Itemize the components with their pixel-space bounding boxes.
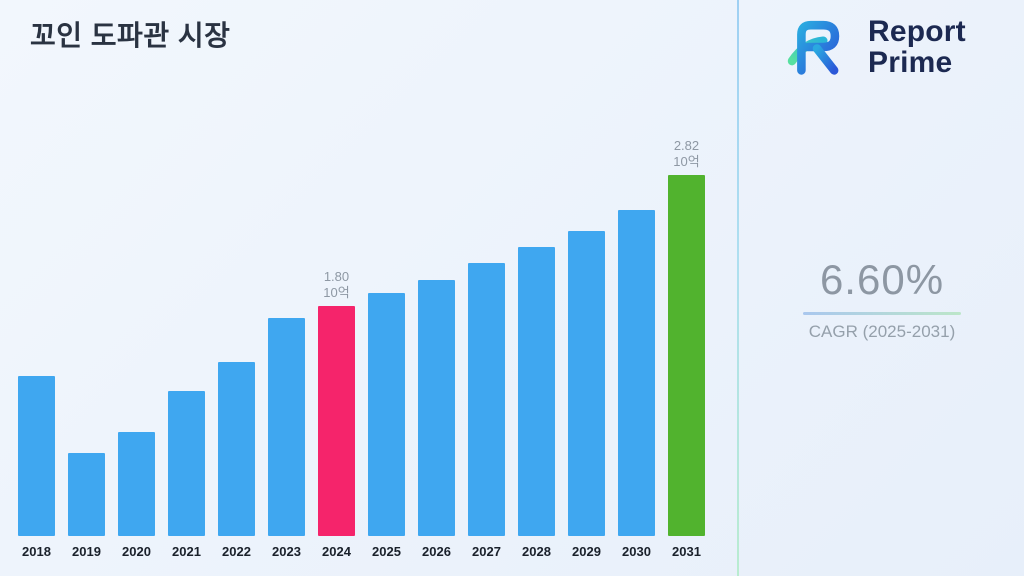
- bar-2022: [218, 362, 255, 536]
- x-axis-label: 2027: [472, 544, 501, 559]
- bars-row: 2018 2019 2020 2021 2022 2023 1.80 10억 2024 2025 2…: [18, 132, 718, 564]
- x-axis-label: 2024: [322, 544, 351, 559]
- bar-column: 1.80 10억 2024: [318, 269, 355, 565]
- x-axis-label: 2022: [222, 544, 251, 559]
- bar-column: 2020: [118, 432, 155, 564]
- bar-column: 2022: [218, 362, 255, 564]
- x-axis-label: 2030: [622, 544, 651, 559]
- report-prime-logo-icon: [787, 20, 840, 75]
- bar-value-label: 2.82 10억: [673, 137, 700, 169]
- x-axis-label: 2026: [422, 544, 451, 559]
- x-axis-label: 2020: [122, 544, 151, 559]
- x-axis-label: 2021: [172, 544, 201, 559]
- brand-name-line1: Report: [868, 14, 966, 48]
- bar-2020: [118, 432, 155, 536]
- bar-column: 2030: [618, 210, 655, 564]
- x-axis-label: 2019: [72, 544, 101, 559]
- x-axis-label: 2025: [372, 544, 401, 559]
- bar-column: 2028: [518, 247, 555, 564]
- bar-2023: [268, 318, 305, 536]
- vertical-divider: [737, 0, 739, 576]
- x-axis-label: 2031: [672, 544, 701, 559]
- bar-column: 2018: [18, 376, 55, 564]
- bar-column: 2027: [468, 263, 505, 564]
- bar-2018: [18, 376, 55, 536]
- brand-name: Report Prime: [868, 14, 966, 79]
- bar-2027: [468, 263, 505, 536]
- cagr-value: 6.60%: [819, 256, 945, 303]
- brand-header: Report Prime: [778, 8, 966, 86]
- bar-2026: [418, 280, 455, 536]
- bar-2031: [668, 175, 705, 536]
- cagr-underline: [803, 312, 961, 315]
- x-axis-label: 2018: [22, 544, 51, 559]
- bar-column: 2.82 10억 2031: [668, 138, 705, 565]
- cagr-label: CAGR (2025-2031): [808, 322, 956, 341]
- bar-2029: [568, 231, 605, 536]
- cagr-block: 6.60% CAGR (2025-2031): [740, 256, 1024, 342]
- bar-2021: [168, 391, 205, 536]
- bar-2025: [368, 293, 405, 536]
- bar-column: 2026: [418, 280, 455, 564]
- x-axis-label: 2029: [572, 544, 601, 559]
- x-axis-label: 2023: [272, 544, 301, 559]
- bar-column: 2025: [368, 293, 405, 564]
- right-panel: Report Prime 6.60% CAGR (2025-2031): [740, 0, 1024, 576]
- bar-column: 2029: [568, 231, 605, 564]
- page-title: 꼬인 도파관 시장: [30, 20, 231, 51]
- bar-chart: 2018 2019 2020 2021 2022 2023 1.80 10억 2024 2025 2…: [18, 132, 718, 564]
- bar-column: 2021: [168, 391, 205, 564]
- bar-column: 2023: [268, 318, 305, 564]
- brand-name-line2: Prime: [868, 46, 953, 79]
- bar-2024: [318, 306, 355, 536]
- bar-value-label: 1.80 10억: [323, 268, 350, 300]
- x-axis-label: 2028: [522, 544, 551, 559]
- bar-2030: [618, 210, 655, 536]
- bar-2019: [68, 453, 105, 536]
- bar-2028: [518, 247, 555, 536]
- bar-column: 2019: [68, 453, 105, 564]
